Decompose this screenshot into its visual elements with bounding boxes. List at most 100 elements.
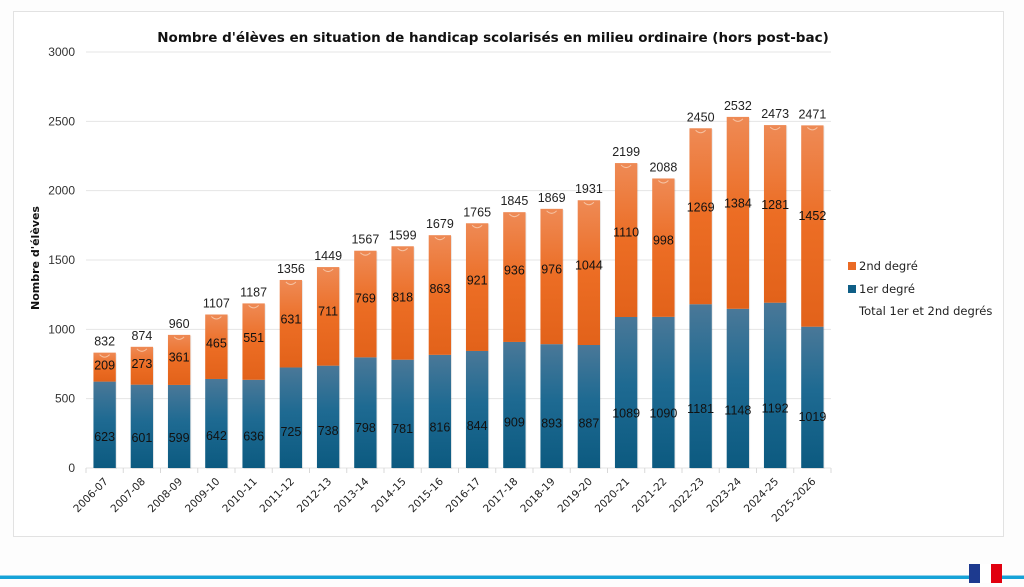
value-label-2nd-degre: 1452 — [798, 209, 826, 223]
legend-label-2nd-degre: 2nd degré — [859, 259, 918, 273]
bar-top-highlight — [471, 224, 483, 229]
x-tick-label: 2019-20 — [555, 476, 595, 516]
flag-blue — [969, 564, 980, 583]
bar-segment-1er-degre — [503, 341, 526, 468]
bar-top-highlight — [732, 118, 744, 122]
y-tick-label: 0 — [68, 461, 75, 475]
value-label-2nd-degre: 711 — [318, 304, 338, 318]
value-label-1er-degre: 1089 — [612, 407, 640, 421]
value-label-total: 1107 — [203, 296, 230, 310]
value-label-total: 2199 — [612, 145, 640, 159]
flag-white — [980, 564, 991, 583]
bar-segment-2nd-degre — [801, 125, 824, 327]
footer-accent-line — [0, 576, 1024, 579]
bar-segment-1er-degre — [354, 357, 377, 468]
value-label-2nd-degre: 998 — [653, 234, 674, 248]
bar-segment-2nd-degre — [93, 352, 116, 382]
x-tick-label: 2016-17 — [444, 476, 484, 516]
value-label-2nd-degre: 273 — [131, 357, 152, 371]
y-tick-label: 500 — [55, 392, 75, 406]
legend: 2nd degré 1er degré Total 1er et 2nd deg… — [848, 259, 992, 318]
value-label-1er-degre: 909 — [504, 416, 525, 430]
value-label-1er-degre: 781 — [392, 422, 413, 436]
value-label-total: 1931 — [575, 182, 603, 196]
value-label-2nd-degre: 209 — [94, 359, 115, 373]
bar-top-highlight — [509, 213, 520, 218]
bar-segment-1er-degre — [130, 384, 154, 468]
value-label-2nd-degre: 863 — [429, 282, 450, 296]
bar-segment-1er-degre — [465, 350, 489, 468]
value-label-1er-degre: 1192 — [762, 401, 789, 415]
value-label-2nd-degre: 818 — [392, 290, 413, 304]
value-label-2nd-degre: 1384 — [724, 196, 752, 210]
value-label-1er-degre: 1090 — [649, 407, 677, 421]
bar-segment-2nd-degre — [540, 208, 563, 345]
bar-top-highlight — [434, 236, 446, 241]
x-tick-label: 2014-15 — [369, 476, 409, 516]
x-tick-label: 2010-11 — [220, 476, 260, 516]
bar-segment-2nd-degre — [652, 178, 675, 317]
bar-segment-1er-degre — [801, 326, 824, 468]
value-label-total: 1187 — [240, 285, 267, 299]
value-label-1er-degre: 636 — [243, 429, 264, 443]
bar-segment-2nd-degre — [763, 125, 787, 303]
bar-segment-2nd-degre — [242, 303, 265, 380]
value-label-total: 1449 — [314, 249, 342, 263]
bar-segment-1er-degre — [689, 304, 712, 468]
bar-segment-2nd-degre — [130, 346, 154, 385]
value-label-1er-degre: 1019 — [798, 410, 826, 424]
x-tick-label: 2009-10 — [183, 476, 223, 516]
value-label-total: 2532 — [724, 99, 752, 113]
legend-label-total: Total 1er et 2nd degrés — [858, 304, 992, 318]
value-label-total: 1356 — [277, 262, 305, 276]
value-label-2nd-degre: 361 — [169, 350, 190, 364]
bar-top-highlight — [211, 316, 222, 320]
value-label-2nd-degre: 1110 — [613, 225, 639, 239]
bar-segment-2nd-degre — [689, 128, 712, 305]
bar-top-highlight — [397, 247, 408, 252]
value-label-2nd-degre: 1044 — [575, 258, 603, 272]
bar-top-highlight — [583, 201, 595, 206]
x-axis-ticks: 2006-072007-082008-092009-102010-112011-… — [71, 468, 832, 525]
value-label-total: 1599 — [389, 228, 417, 242]
value-label-2nd-degre: 631 — [280, 312, 301, 326]
bar-top-highlight — [173, 336, 185, 340]
value-label-total: 960 — [169, 317, 190, 331]
value-label-total: 874 — [131, 329, 152, 343]
value-label-1er-degre: 738 — [318, 424, 339, 438]
bar-segment-1er-degre — [726, 308, 750, 468]
bars: 623 209 832 601 273 874 599 361 960 642 465 1107 636… — [93, 99, 826, 470]
bar-top-highlight — [658, 180, 669, 184]
value-label-2nd-degre: 976 — [541, 263, 562, 277]
value-label-2nd-degre: 551 — [243, 331, 264, 345]
bar-top-highlight — [99, 354, 110, 358]
bar-segment-1er-degre — [167, 384, 191, 468]
bar-segment-1er-degre — [540, 344, 563, 468]
bar-top-highlight — [136, 348, 148, 352]
value-label-total: 1765 — [463, 205, 491, 219]
bar-segment-2nd-degre — [354, 250, 377, 358]
bar-top-highlight — [695, 129, 706, 134]
x-tick-label: 2007-08 — [108, 476, 148, 516]
bar-segment-1er-degre — [763, 302, 787, 468]
bar-segment-1er-degre — [205, 378, 228, 468]
value-label-total: 2088 — [649, 160, 677, 174]
footer-accent-line-light — [0, 575, 1024, 576]
legend-label-1er-degre: 1er degré — [859, 282, 915, 296]
value-label-1er-degre: 887 — [578, 417, 599, 431]
value-label-2nd-degre: 1281 — [761, 198, 789, 212]
bar-top-highlight — [807, 126, 818, 131]
bar-segment-2nd-degre — [279, 279, 303, 368]
value-label-total: 1845 — [500, 194, 528, 208]
value-label-1er-degre: 601 — [131, 431, 152, 445]
bar-top-highlight — [620, 164, 632, 169]
bar-segment-2nd-degre — [316, 267, 340, 366]
value-label-total: 1679 — [426, 217, 454, 231]
legend-swatch-1er-degre — [848, 285, 856, 293]
x-tick-label: 2006-07 — [71, 476, 111, 516]
gridlines — [86, 51, 831, 469]
value-label-1er-degre: 623 — [94, 430, 115, 444]
y-axis-ticks: 0 500 1000 1500 2000 2500 3000 — [48, 45, 75, 475]
value-label-2nd-degre: 936 — [504, 264, 525, 278]
